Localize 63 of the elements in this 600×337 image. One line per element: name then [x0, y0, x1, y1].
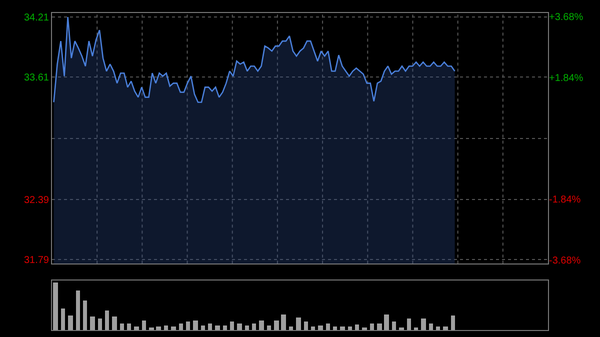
bar: [164, 325, 168, 330]
bar: [451, 315, 455, 330]
bar: [252, 323, 256, 330]
bar: [348, 326, 352, 330]
bar: [105, 310, 109, 330]
bar: [142, 320, 146, 330]
bar: [296, 317, 301, 330]
bar: [223, 325, 227, 330]
y2-tick-label: +3.68%: [549, 12, 584, 24]
bar: [340, 326, 345, 330]
bar: [120, 323, 124, 330]
bar: [68, 315, 73, 330]
bar: [267, 325, 271, 330]
bar: [333, 326, 337, 330]
bar: [436, 326, 440, 330]
bar: [384, 314, 389, 330]
bar: [230, 321, 234, 330]
y-tick-label: 32.39: [24, 194, 50, 206]
bar: [90, 316, 95, 330]
y2-tick-label: +1.84%: [549, 72, 584, 84]
bar: [193, 320, 198, 330]
bar: [259, 320, 264, 330]
bar: [443, 326, 448, 330]
bar: [83, 300, 87, 330]
bar: [171, 326, 176, 330]
bar: [326, 323, 330, 330]
y2-tick-label: -3.68%: [549, 255, 581, 266]
y-tick-label: 31.79: [24, 255, 50, 266]
bar: [76, 290, 80, 330]
bar: [311, 326, 315, 330]
bar: [281, 314, 286, 330]
bar: [370, 323, 374, 330]
y-tick-label: 33.61: [24, 72, 50, 84]
y-tick-label: 34.21: [24, 12, 50, 24]
y2-tick-label: -1.84%: [549, 194, 581, 206]
bar: [53, 282, 58, 330]
bar: [208, 323, 212, 330]
bar: [245, 325, 249, 330]
bar: [237, 323, 242, 330]
bar: [304, 321, 308, 330]
bar: [429, 323, 433, 330]
bar: [61, 308, 65, 330]
bar: [421, 318, 426, 330]
bar: [392, 321, 396, 330]
bar: [215, 325, 220, 330]
bar: [134, 326, 139, 330]
bar: [318, 325, 323, 330]
bar: [149, 327, 154, 330]
bar: [377, 323, 382, 330]
bar: [186, 321, 190, 330]
bar: [127, 323, 131, 330]
bar: [179, 323, 183, 330]
bar: [274, 320, 279, 330]
bar: [362, 327, 367, 330]
bar: [399, 327, 404, 330]
bar: [355, 324, 359, 330]
bar: [289, 326, 293, 330]
bar: [407, 318, 411, 330]
bar: [112, 316, 117, 330]
bar: [98, 318, 102, 330]
bar: [414, 327, 418, 330]
bar: [156, 326, 161, 330]
bar: [201, 325, 205, 330]
